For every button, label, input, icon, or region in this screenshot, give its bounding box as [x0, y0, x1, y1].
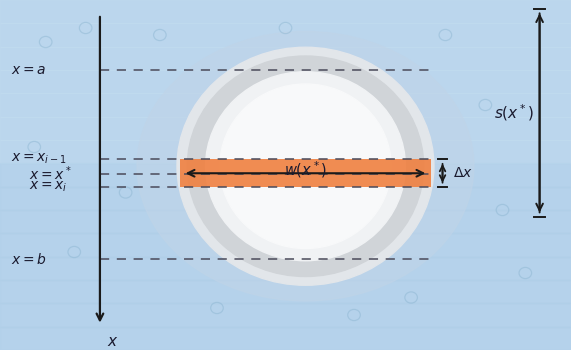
Bar	[0, 163, 571, 187]
Bar	[0, 140, 571, 163]
Bar	[0, 233, 571, 257]
Ellipse shape	[220, 84, 391, 248]
Bar	[0, 327, 571, 350]
Bar	[0, 280, 571, 303]
Text: $x = x^*$: $x = x^*$	[29, 164, 71, 183]
Bar	[0, 70, 571, 93]
Text: $x = x_{i-1}$: $x = x_{i-1}$	[11, 152, 67, 167]
Ellipse shape	[187, 56, 424, 276]
Text: $\Delta x$: $\Delta x$	[453, 166, 473, 180]
Bar	[0, 23, 571, 47]
Bar	[0, 117, 571, 140]
Text: $x = a$: $x = a$	[11, 63, 47, 77]
Text: $x = x_i$: $x = x_i$	[29, 180, 67, 195]
Bar	[0, 210, 571, 233]
Bar	[0, 257, 571, 280]
Ellipse shape	[137, 32, 474, 301]
Bar	[0, 187, 571, 210]
Bar	[0, 47, 571, 70]
Ellipse shape	[206, 72, 405, 261]
Bar	[0, 93, 571, 117]
Bar	[0, 303, 571, 327]
Text: $x$: $x$	[107, 334, 118, 349]
Text: $w(x^*)$: $w(x^*)$	[284, 159, 327, 180]
Ellipse shape	[177, 47, 434, 285]
Bar	[0, 0, 571, 23]
Text: $s(x^*)$: $s(x^*)$	[494, 103, 534, 123]
Text: $x = b$: $x = b$	[11, 252, 47, 266]
Bar	[180, 159, 431, 187]
